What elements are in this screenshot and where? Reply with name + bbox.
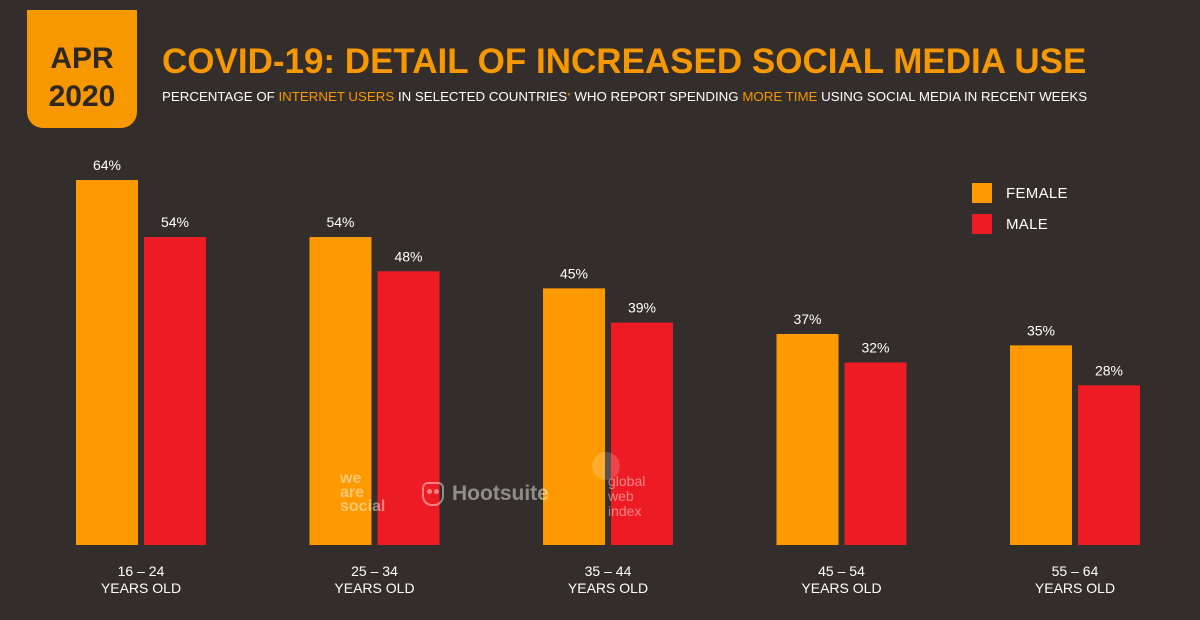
subtitle-highlight-internet-users: INTERNET USERS (278, 89, 395, 104)
x-tick-label-unit-4: YEARS OLD (1035, 580, 1115, 596)
data-label-female-0: 64% (93, 157, 121, 173)
data-label-female-4: 35% (1027, 322, 1055, 338)
bar-female-1 (309, 237, 372, 545)
data-label-female-1: 54% (326, 214, 354, 230)
data-label-female-3: 37% (793, 311, 821, 327)
chart-title: COVID-19: DETAIL OF INCREASED SOCIAL MED… (162, 42, 1087, 81)
x-tick-label-range-3: 45 – 54 (818, 563, 865, 579)
bar-female-0 (76, 180, 138, 545)
legend-label-female: FEMALE (1006, 184, 1068, 202)
legend-label-male: MALE (1006, 215, 1049, 233)
subtitle-text-2: IN SELECTED COUNTRIES (394, 89, 568, 104)
subtitle-highlight-more-time: MORE TIME (742, 89, 818, 104)
x-tick-label-unit-0: YEARS OLD (101, 580, 181, 596)
bar-female-4 (1010, 345, 1072, 545)
x-tick-label-unit-3: YEARS OLD (801, 580, 881, 596)
subtitle-text-4: USING SOCIAL MEDIA IN RECENT WEEKS (817, 89, 1088, 104)
x-tick-label-range-0: 16 – 24 (118, 563, 165, 579)
bar-male-0 (144, 237, 206, 545)
legend-swatch-female (972, 183, 992, 203)
bar-female-3 (776, 333, 839, 545)
x-tick-label-unit-1: YEARS OLD (334, 580, 414, 596)
date-badge: APR 2020 (27, 10, 137, 128)
legend-item-female: FEMALE (972, 182, 1068, 204)
x-tick-label-unit-2: YEARS OLD (568, 580, 648, 596)
bar-male-1 (377, 271, 440, 545)
legend-item-male: MALE (972, 213, 1068, 235)
legend-swatch-male (972, 214, 992, 234)
chart-legend: FEMALE MALE (972, 182, 1068, 244)
subtitle-asterisk: * (567, 91, 571, 101)
data-label-female-2: 45% (560, 265, 588, 281)
data-label-male-1: 48% (394, 248, 422, 264)
badge-year: 2020 (48, 80, 116, 113)
bar-female-2 (543, 288, 605, 545)
chart-subtitle: PERCENTAGE OF INTERNET USERS IN SELECTED… (162, 88, 1087, 106)
x-tick-label-range-2: 35 – 44 (585, 563, 632, 579)
x-tick-label-range-1: 25 – 34 (351, 563, 398, 579)
x-tick-label-range-4: 55 – 64 (1052, 563, 1099, 579)
data-label-male-0: 54% (161, 214, 189, 230)
data-label-male-3: 32% (861, 340, 889, 356)
subtitle-text-1: PERCENTAGE OF (162, 89, 279, 104)
bar-male-2 (611, 322, 673, 545)
data-label-male-4: 28% (1095, 362, 1123, 378)
bar-male-4 (1078, 385, 1140, 545)
bar-male-3 (844, 362, 907, 545)
badge-month: APR (50, 42, 114, 75)
data-label-male-2: 39% (628, 300, 656, 316)
subtitle-text-3: WHO REPORT SPENDING (570, 89, 743, 104)
